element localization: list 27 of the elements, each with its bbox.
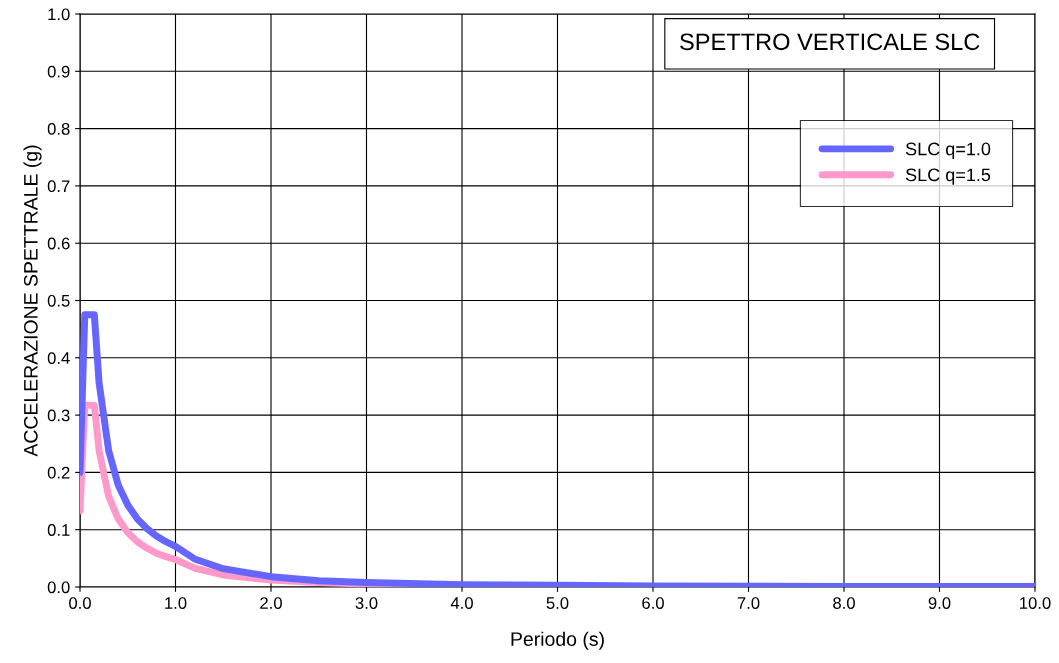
x-tick-label: 10.0 xyxy=(1020,597,1051,609)
x-tick-label: 7.0 xyxy=(737,597,760,609)
y-axis-title: ACCELERAZIONE SPETTRALE (g) xyxy=(23,145,42,457)
y-tick-label: 0.1 xyxy=(47,524,70,536)
x-tick-label: 5.0 xyxy=(546,597,569,609)
x-tick-label: 2.0 xyxy=(260,597,282,609)
text: SPETTRO VERTICALE SLC xyxy=(680,33,980,51)
y-tick-label: 0.2 xyxy=(47,466,70,479)
y-tick-label: 0.6 xyxy=(47,237,70,250)
x-tick-label: 4.0 xyxy=(450,597,473,609)
y-tick-label: 0.0 xyxy=(47,581,70,594)
x-tick-label: 8.0 xyxy=(833,597,855,609)
legend-label: SLC q=1.0 xyxy=(905,142,991,159)
x-tick-label: 6.0 xyxy=(642,597,664,609)
x-tick-label: 1.0 xyxy=(165,597,187,609)
x-tick-label: 9.0 xyxy=(928,597,951,609)
x-tick-label: 3.0 xyxy=(355,597,378,609)
x-tick-label: 0.0 xyxy=(69,597,91,609)
legend-label: SLC q=1.5 xyxy=(905,168,991,185)
y-tick-label: 1.0 xyxy=(48,8,70,21)
y-tick-label: 0.5 xyxy=(47,294,70,307)
x-axis-title: Periodo (s) xyxy=(511,631,604,650)
y-tick-label: 0.7 xyxy=(47,180,70,193)
y-tick-label: 0.9 xyxy=(47,65,70,78)
y-tick-label: 0.3 xyxy=(47,409,70,422)
y-tick-label: 0.8 xyxy=(47,123,70,135)
y-tick-label: 0.4 xyxy=(47,352,70,364)
